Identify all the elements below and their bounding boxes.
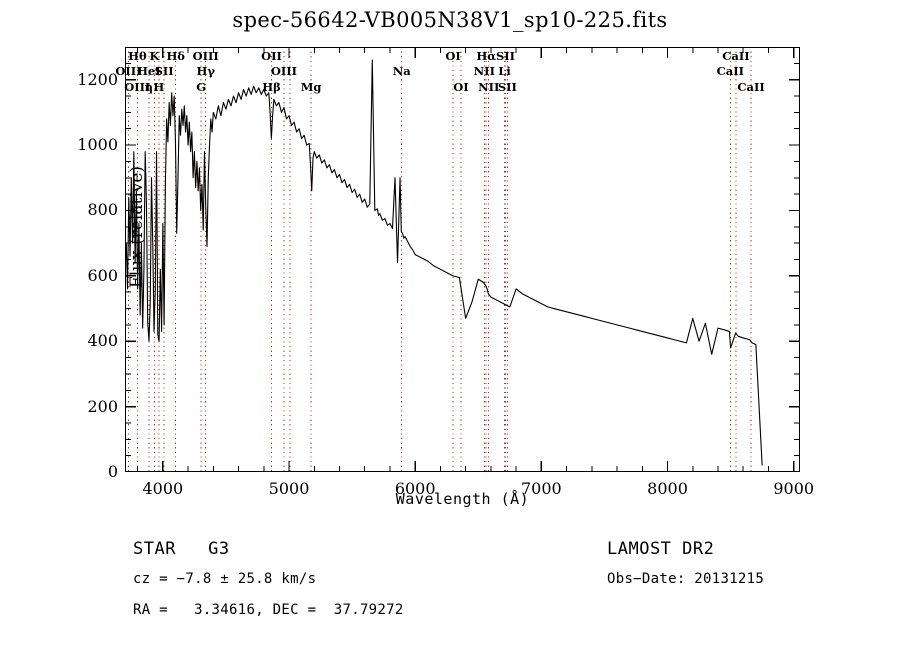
spectral-line-label: Li bbox=[498, 64, 511, 78]
survey-text: LAMOST DR2 bbox=[607, 539, 715, 559]
spectral-line-label: SII bbox=[497, 80, 517, 94]
spectral-line-label: CaII bbox=[716, 64, 745, 78]
y-tick-label: 1000 bbox=[77, 135, 118, 155]
spectral-line-label: Hα bbox=[476, 49, 497, 63]
spectral-line-label: OIII bbox=[192, 49, 219, 63]
spectral-line-label: η bbox=[144, 80, 154, 94]
spectral-line-label: Na bbox=[392, 64, 411, 78]
spectrum-plot bbox=[125, 47, 800, 472]
y-tick-label: 200 bbox=[87, 396, 118, 416]
spectral-line-label: OII bbox=[261, 49, 282, 63]
spectral-line-label: Mg bbox=[300, 80, 322, 94]
page-title: spec-56642-VB005N38V1_sp10-225.fits bbox=[232, 8, 668, 32]
y-tick-label: 400 bbox=[87, 331, 118, 351]
spectral-line-label: Hβ bbox=[262, 80, 281, 94]
x-tick-label: 5000 bbox=[268, 479, 310, 498]
spectral-line-label: OIII bbox=[270, 64, 298, 78]
radial-velocity-text: cz = −7.8 ± 25.8 km/s bbox=[133, 571, 317, 587]
spectral-line-label: CaII bbox=[722, 49, 750, 63]
spectral-line-label: CaII bbox=[737, 80, 765, 94]
spectral-line-label: OI bbox=[453, 80, 469, 94]
spectral-line-label: K bbox=[149, 49, 160, 63]
x-tick-label: 6000 bbox=[394, 479, 436, 498]
spectral-line-label: H bbox=[153, 80, 165, 94]
y-tick-label: 800 bbox=[87, 200, 118, 220]
y-tick-label: 1200 bbox=[77, 69, 118, 89]
x-tick-label: 9000 bbox=[773, 479, 815, 498]
spectral-line-label: Hθ bbox=[128, 49, 147, 63]
plot-area: Flux (relative) Wavelength (Å) 0 200 400 60… bbox=[77, 47, 814, 508]
metadata-left-column: STAR G3 cz = −7.8 ± 25.8 km/s RA = 3.346… bbox=[133, 534, 404, 626]
spectral-line-label: SII bbox=[154, 64, 174, 78]
metadata-footer: STAR G3 cz = −7.8 ± 25.8 km/s RA = 3.346… bbox=[0, 534, 900, 650]
x-tick-label: 8000 bbox=[647, 479, 688, 498]
spectral-line-label: HeI bbox=[137, 64, 161, 78]
star-class-text: STAR G3 bbox=[133, 539, 230, 559]
x-tick-label: 7000 bbox=[520, 479, 562, 498]
y-tick-label: 0 bbox=[107, 462, 118, 481]
spectral-line-label: OIII bbox=[124, 80, 151, 94]
coordinates-text: RA = 3.34616, DEC = 37.79272 bbox=[133, 602, 404, 618]
spectral-line-label: Hδ bbox=[166, 49, 185, 63]
obs-date-text: Obs−Date: 20131215 bbox=[607, 571, 765, 587]
spectral-line-label: Hγ bbox=[196, 64, 215, 78]
spectral-line-label: NII bbox=[473, 64, 495, 78]
x-axis-label: Wavelength (Å) bbox=[395, 490, 530, 508]
plot-frame bbox=[125, 47, 800, 472]
spectral-line-label: OIII bbox=[115, 64, 142, 78]
y-tick-label: 600 bbox=[87, 265, 118, 285]
spectral-line-label: NII bbox=[478, 80, 500, 94]
spectrum-trace bbox=[125, 59, 763, 466]
spectral-line-label: OI bbox=[445, 49, 461, 63]
spectral-line-label: G bbox=[196, 80, 207, 94]
y-axis-label: Flux (relative) bbox=[127, 165, 147, 289]
x-tick-label: 4000 bbox=[142, 479, 184, 498]
spectral-line-label: SII bbox=[495, 49, 516, 63]
metadata-right-column: LAMOST DR2 Obs−Date: 20131215 bbox=[607, 534, 764, 595]
